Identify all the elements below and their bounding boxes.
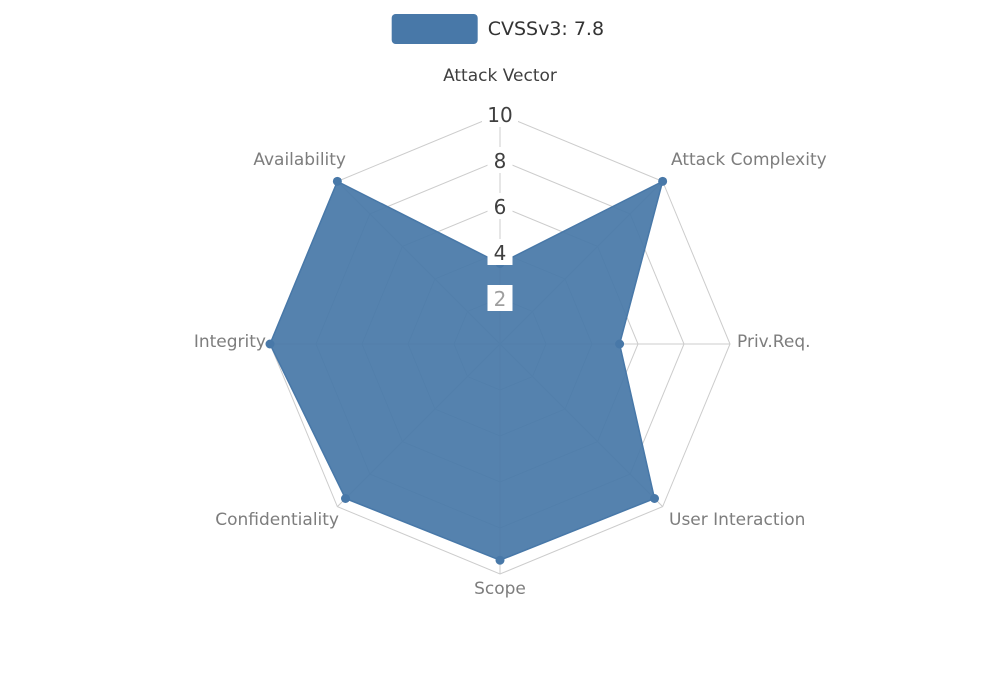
- axis-label-integrity: Integrity: [194, 332, 266, 352]
- radial-tick-bg: [487, 285, 513, 311]
- axis-label-priv-req: Priv.Req.: [737, 332, 811, 352]
- radar-data-point: [332, 176, 342, 186]
- radar-series-polygon: [269, 180, 664, 561]
- radial-tick-label: 2: [494, 287, 507, 311]
- legend-swatch: [391, 14, 478, 44]
- radial-tick-label: 6: [494, 195, 507, 219]
- radial-tick-label: 4: [494, 241, 507, 265]
- radar-data-point: [658, 176, 668, 186]
- axis-label-user-interaction: User Interaction: [669, 510, 805, 530]
- radar-data-point: [265, 339, 275, 349]
- radar-data-point: [615, 339, 625, 349]
- radial-tick-bg: [487, 193, 513, 219]
- axis-label-scope: Scope: [474, 579, 526, 599]
- axis-label-attack-complexity: Attack Complexity: [671, 150, 827, 170]
- radial-tick-bg: [487, 147, 513, 173]
- radial-tick-label: 8: [494, 149, 507, 173]
- radial-tick-bg: [487, 239, 513, 265]
- axis-label-attack-vector: Attack Vector: [443, 66, 557, 86]
- radar-data-point: [495, 555, 505, 565]
- radial-tick-bg: [482, 101, 518, 127]
- legend-label: CVSSv3: 7.8: [487, 18, 605, 40]
- radial-tick-label: 10: [487, 103, 512, 127]
- radar-data-point: [650, 494, 660, 504]
- radar-data-point: [340, 494, 350, 504]
- legend[interactable]: CVSSv3: 7.8: [391, 14, 605, 44]
- axis-label-availability: Availability: [253, 150, 346, 170]
- axis-label-confidentiality: Confidentiality: [215, 510, 339, 530]
